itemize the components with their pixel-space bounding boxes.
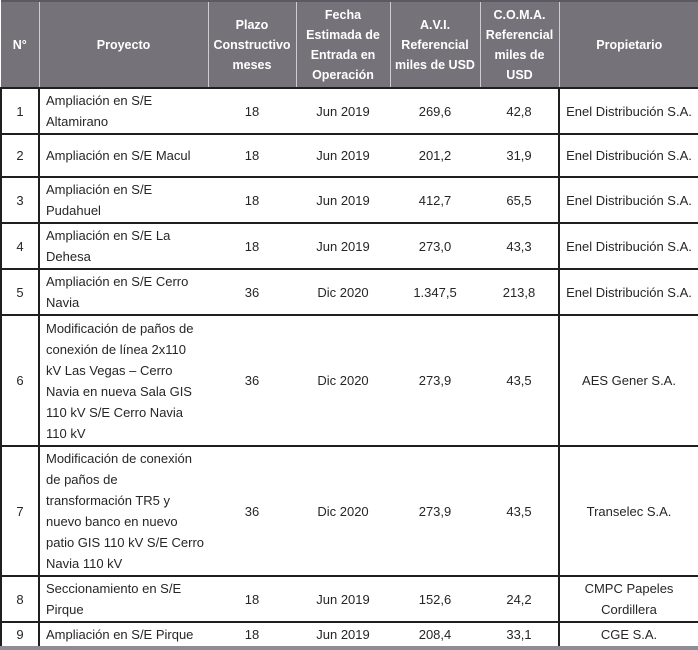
cell-avi: 412,7 [390, 176, 480, 223]
cell-propietario: Enel Distribución S.A. [558, 222, 698, 269]
cell-plazo: 18 [208, 87, 296, 134]
cell-fecha: Jun 2019 [296, 87, 390, 134]
cell-plazo: 18 [208, 176, 296, 223]
cell-numero: 2 [0, 133, 40, 177]
cell-fecha: Jun 2019 [296, 621, 390, 650]
cell-numero: 1 [0, 87, 40, 134]
cell-propietario: Enel Distribución S.A. [558, 87, 698, 134]
cell-proyecto: Ampliación en S/E La Dehesa [39, 222, 208, 269]
cell-avi: 152,6 [390, 575, 480, 622]
table-header: N° Proyecto Plazo Constructivo meses Fec… [1, 0, 698, 88]
cell-fecha: Dic 2020 [296, 268, 390, 315]
cell-avi: 273,9 [390, 314, 480, 446]
cell-proyecto: Ampliación en S/E Cerro Navia [39, 268, 208, 315]
column-header-propietario: Propietario [559, 0, 698, 88]
cell-plazo: 18 [208, 133, 296, 177]
table-row: 2 Ampliación en S/E Macul 18 Jun 2019 201,2 3… [0, 133, 698, 177]
cell-proyecto: Ampliación en S/E Pirque [39, 621, 208, 650]
column-header-numero: N° [1, 0, 40, 88]
table-row: 9 Ampliación en S/E Pirque 18 Jun 2019 208,4… [0, 621, 698, 650]
cell-plazo: 18 [208, 621, 296, 650]
cell-coma: 213,8 [480, 268, 559, 315]
cell-numero: 4 [0, 222, 40, 269]
cell-coma: 31,9 [480, 133, 559, 177]
cell-numero: 7 [0, 445, 40, 576]
cell-plazo: 36 [208, 314, 296, 446]
cell-avi: 1.347,5 [390, 268, 480, 315]
column-header-proyecto: Proyecto [39, 0, 209, 88]
column-header-fecha: Fecha Estimada de Entrada en Operación [296, 0, 391, 88]
cell-fecha: Dic 2020 [296, 314, 390, 446]
table-row: 6 Modificación de paños de conexión de lí… [0, 314, 698, 446]
cell-avi: 269,6 [390, 87, 480, 134]
cell-proyecto: Modificación de conexión de paños de tra… [39, 445, 208, 576]
cell-propietario: Enel Distribución S.A. [558, 176, 698, 223]
cell-coma: 43,5 [480, 445, 559, 576]
cell-avi: 208,4 [390, 621, 480, 650]
table-row: 1 Ampliación en S/E Altamirano 18 Jun 2019 2… [0, 87, 698, 134]
cell-plazo: 18 [208, 222, 296, 269]
cell-numero: 8 [0, 575, 40, 622]
cell-proyecto: Ampliación en S/E Pudahuel [39, 176, 208, 223]
table-row: 4 Ampliación en S/E La Dehesa 18 Jun 2019 27… [0, 222, 698, 269]
column-header-avi: A.V.I. Referencial miles de USD [390, 0, 481, 88]
table-row: 3 Ampliación en S/E Pudahuel 18 Jun 2019 412… [0, 176, 698, 223]
cell-plazo: 36 [208, 445, 296, 576]
table-row: 7 Modificación de conexión de paños de tr… [0, 445, 698, 576]
cell-propietario: Enel Distribución S.A. [558, 268, 698, 315]
column-header-plazo: Plazo Constructivo meses [208, 0, 297, 88]
cell-proyecto: Seccionamiento en S/E Pirque [39, 575, 208, 622]
cell-coma: 42,8 [480, 87, 559, 134]
cell-numero: 9 [0, 621, 40, 650]
cell-fecha: Jun 2019 [296, 222, 390, 269]
cell-fecha: Dic 2020 [296, 445, 390, 576]
cell-proyecto: Ampliación en S/E Macul [39, 133, 208, 177]
cell-propietario: AES Gener S.A. [558, 314, 698, 446]
cell-plazo: 36 [208, 268, 296, 315]
cell-proyecto: Ampliación en S/E Altamirano [39, 87, 208, 134]
table-row: 8 Seccionamiento en S/E Pirque 18 Jun 2019 1… [0, 575, 698, 622]
cell-coma: 43,5 [480, 314, 559, 446]
column-header-coma: C.O.M.A. Referencial miles de USD [480, 0, 560, 88]
cell-numero: 5 [0, 268, 40, 315]
cell-fecha: Jun 2019 [296, 575, 390, 622]
cell-propietario: CGE S.A. [558, 621, 698, 650]
cell-propietario: CMPC Papeles Cordillera [558, 575, 698, 622]
cell-propietario: Enel Distribución S.A. [558, 133, 698, 177]
cell-proyecto: Modificación de paños de conexión de lín… [39, 314, 208, 446]
cell-avi: 273,0 [390, 222, 480, 269]
cell-coma: 33,1 [480, 621, 559, 650]
cell-coma: 43,3 [480, 222, 559, 269]
cell-coma: 65,5 [480, 176, 559, 223]
cell-coma: 24,2 [480, 575, 559, 622]
table-row: 5 Ampliación en S/E Cerro Navia 36 Dic 2020… [0, 268, 698, 315]
cell-fecha: Jun 2019 [296, 133, 390, 177]
table-body: 1 Ampliación en S/E Altamirano 18 Jun 2019 2… [0, 87, 698, 650]
cell-fecha: Jun 2019 [296, 176, 390, 223]
cell-avi: 273,9 [390, 445, 480, 576]
cell-numero: 6 [0, 314, 40, 446]
cell-avi: 201,2 [390, 133, 480, 177]
cell-numero: 3 [0, 176, 40, 223]
header-row: N° Proyecto Plazo Constructivo meses Fec… [1, 0, 698, 88]
cell-propietario: Transelec S.A. [558, 445, 698, 576]
cell-plazo: 18 [208, 575, 296, 622]
